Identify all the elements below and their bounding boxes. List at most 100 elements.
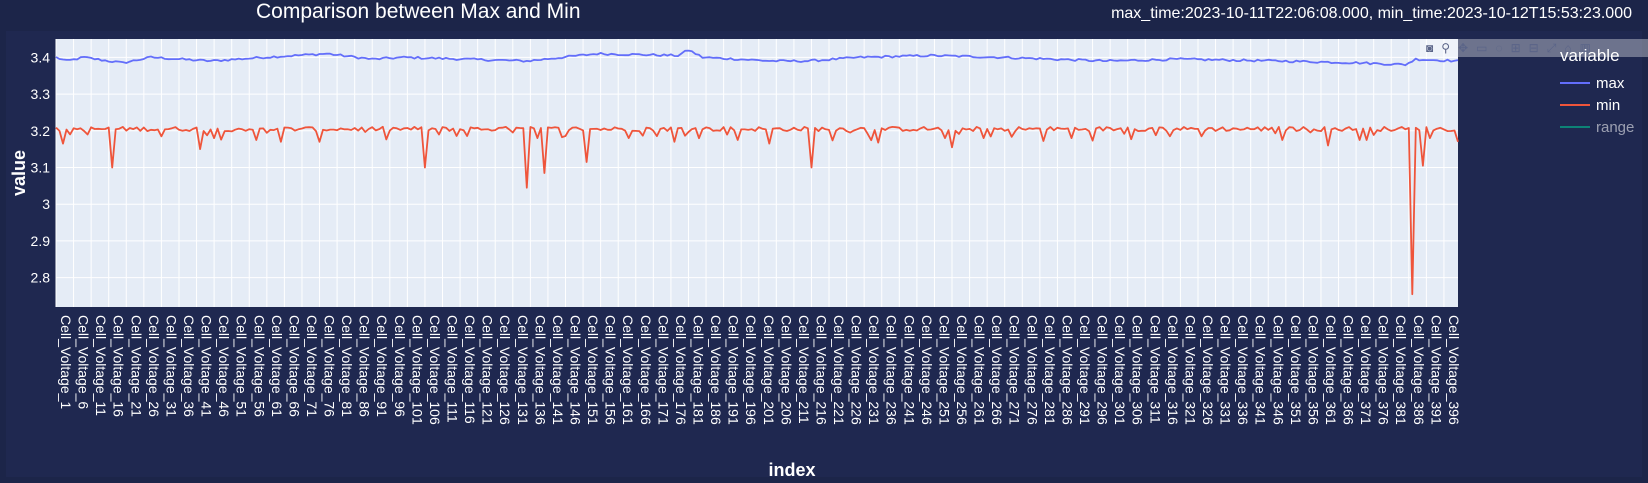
lasso-icon[interactable]: ◌ bbox=[1495, 41, 1503, 55]
chart-title: Comparison between Max and Min bbox=[256, 0, 581, 23]
x-tick-label: Cell_Voltage_241 bbox=[901, 315, 917, 425]
camera-icon[interactable]: ◙ bbox=[1426, 41, 1434, 55]
x-tick-label: Cell_Voltage_121 bbox=[480, 315, 496, 425]
legend-label: max bbox=[1596, 74, 1625, 92]
legend-swatch bbox=[1560, 82, 1590, 84]
x-tick-label: Cell_Voltage_116 bbox=[462, 315, 478, 424]
legend-title: variable bbox=[1560, 46, 1620, 65]
x-tick-label: Cell_Voltage_346 bbox=[1270, 315, 1286, 425]
y-axis-title: value bbox=[9, 150, 29, 196]
x-tick-label: Cell_Voltage_276 bbox=[1024, 315, 1040, 425]
x-tick-label: Cell_Voltage_371 bbox=[1358, 315, 1374, 425]
x-tick-label: Cell_Voltage_56 bbox=[251, 315, 267, 417]
x-tick-label: Cell_Voltage_31 bbox=[163, 315, 179, 417]
x-tick-label: Cell_Voltage_191 bbox=[726, 315, 742, 425]
x-tick-label: Cell_Voltage_256 bbox=[954, 315, 970, 425]
x-tick-label: Cell_Voltage_321 bbox=[1182, 315, 1198, 425]
x-tick-label: Cell_Voltage_111 bbox=[445, 315, 461, 423]
legend: variable max min range bbox=[1560, 46, 1648, 138]
x-tick-label: Cell_Voltage_86 bbox=[357, 315, 373, 417]
x-tick-label: Cell_Voltage_381 bbox=[1393, 315, 1409, 425]
x-tick-label: Cell_Voltage_51 bbox=[234, 315, 250, 417]
legend-item-max[interactable]: max bbox=[1560, 72, 1648, 94]
x-tick-label: Cell_Voltage_91 bbox=[374, 315, 390, 417]
pan-icon[interactable]: ✥ bbox=[1458, 41, 1469, 55]
autoscale-icon[interactable]: ⤢ bbox=[1546, 40, 1557, 55]
x-tick-label: Cell_Voltage_231 bbox=[866, 315, 882, 425]
y-tick-label: 3.2 bbox=[31, 123, 51, 139]
x-tick-label: Cell_Voltage_366 bbox=[1341, 315, 1357, 425]
x-tick-label: Cell_Voltage_186 bbox=[708, 315, 724, 425]
x-tick-label: Cell_Voltage_211 bbox=[796, 315, 812, 424]
x-tick-label: Cell_Voltage_266 bbox=[989, 315, 1005, 425]
x-tick-label: Cell_Voltage_21 bbox=[128, 315, 144, 417]
x-tick-label: Cell_Voltage_131 bbox=[515, 315, 531, 425]
x-tick-label: Cell_Voltage_251 bbox=[936, 315, 952, 425]
x-tick-label: Cell_Voltage_96 bbox=[392, 315, 408, 417]
legend-label: range bbox=[1596, 118, 1635, 136]
x-tick-label: Cell_Voltage_196 bbox=[743, 315, 759, 425]
x-tick-label: Cell_Voltage_206 bbox=[778, 315, 794, 425]
y-tick-label: 3 bbox=[42, 196, 50, 212]
plot-area[interactable] bbox=[56, 39, 1458, 307]
y-tick-label: 2.9 bbox=[31, 233, 51, 249]
x-tick-label: Cell_Voltage_326 bbox=[1200, 315, 1216, 425]
x-tick-label: Cell_Voltage_36 bbox=[181, 315, 197, 417]
x-tick-label: Cell_Voltage_221 bbox=[831, 315, 847, 425]
x-tick-label: Cell_Voltage_1 bbox=[58, 315, 74, 409]
x-tick-label: Cell_Voltage_291 bbox=[1077, 315, 1093, 425]
x-tick-label: Cell_Voltage_376 bbox=[1376, 315, 1392, 425]
zoom-icon[interactable]: ⚲ bbox=[1441, 41, 1451, 55]
x-axis-title: index bbox=[768, 460, 815, 480]
x-tick-label: Cell_Voltage_296 bbox=[1095, 315, 1111, 425]
x-tick-label: Cell_Voltage_106 bbox=[427, 315, 443, 425]
x-tick-label: Cell_Voltage_396 bbox=[1446, 315, 1462, 425]
x-tick-label: Cell_Voltage_201 bbox=[761, 315, 777, 425]
x-tick-label: Cell_Voltage_156 bbox=[603, 315, 619, 425]
x-tick-label: Cell_Voltage_166 bbox=[638, 315, 654, 425]
x-tick-label: Cell_Voltage_301 bbox=[1112, 315, 1128, 425]
zoom-in-icon[interactable]: ⊞ bbox=[1510, 41, 1521, 55]
reset-axes-icon[interactable]: ⌂ bbox=[1564, 41, 1572, 55]
time-info: max_time:2023-10-11T22:06:08.000, min_ti… bbox=[1111, 5, 1632, 22]
legend-swatch bbox=[1560, 126, 1590, 128]
x-tick-label: Cell_Voltage_351 bbox=[1288, 315, 1304, 425]
x-tick-label: Cell_Voltage_126 bbox=[497, 315, 513, 425]
x-tick-label: Cell_Voltage_236 bbox=[884, 315, 900, 425]
x-tick-label: Cell_Voltage_41 bbox=[199, 315, 215, 417]
y-tick-label: 3.3 bbox=[31, 86, 51, 102]
x-tick-label: Cell_Voltage_6 bbox=[76, 315, 92, 409]
x-tick-label: Cell_Voltage_261 bbox=[972, 315, 988, 425]
legend-swatch bbox=[1560, 104, 1590, 106]
x-tick-label: Cell_Voltage_181 bbox=[690, 315, 706, 425]
plotly-logo-icon[interactable]: ▥ bbox=[1579, 41, 1591, 55]
legend-item-range[interactable]: range bbox=[1560, 116, 1648, 138]
legend-item-min[interactable]: min bbox=[1560, 94, 1648, 116]
select-icon[interactable]: ▭ bbox=[1476, 41, 1488, 55]
x-tick-label: Cell_Voltage_81 bbox=[339, 315, 355, 417]
x-tick-label: Cell_Voltage_336 bbox=[1235, 315, 1251, 425]
x-tick-label: Cell_Voltage_281 bbox=[1042, 315, 1058, 425]
modebar[interactable]: ◙ ⚲ ✥ ▭ ◌ ⊞ ⊟ ⤢ ⌂ ▥ bbox=[1420, 39, 1648, 57]
x-tick-label: Cell_Voltage_141 bbox=[550, 315, 566, 425]
y-tick-label: 3.4 bbox=[31, 49, 51, 65]
x-tick-label: Cell_Voltage_176 bbox=[673, 315, 689, 425]
x-tick-label: Cell_Voltage_151 bbox=[585, 315, 601, 425]
x-tick-label: Cell_Voltage_391 bbox=[1428, 315, 1444, 425]
x-tick-label: Cell_Voltage_341 bbox=[1253, 315, 1269, 425]
x-tick-label: Cell_Voltage_246 bbox=[919, 315, 935, 425]
y-tick-label: 3.1 bbox=[31, 159, 51, 175]
zoom-out-icon[interactable]: ⊟ bbox=[1528, 41, 1539, 55]
y-tick-label: 2.8 bbox=[31, 270, 51, 286]
x-tick-label: Cell_Voltage_161 bbox=[620, 315, 636, 425]
series-line-max[interactable] bbox=[55, 49, 1459, 67]
legend-label: min bbox=[1596, 96, 1621, 114]
x-tick-label: Cell_Voltage_66 bbox=[286, 315, 302, 417]
series-line-min[interactable] bbox=[55, 125, 1459, 296]
x-tick-label: Cell_Voltage_226 bbox=[849, 315, 865, 425]
x-tick-label: Cell_Voltage_171 bbox=[655, 315, 671, 425]
x-tick-label: Cell_Voltage_311 bbox=[1147, 315, 1163, 424]
x-tick-label: Cell_Voltage_26 bbox=[146, 315, 162, 417]
x-tick-label: Cell_Voltage_46 bbox=[216, 315, 232, 417]
